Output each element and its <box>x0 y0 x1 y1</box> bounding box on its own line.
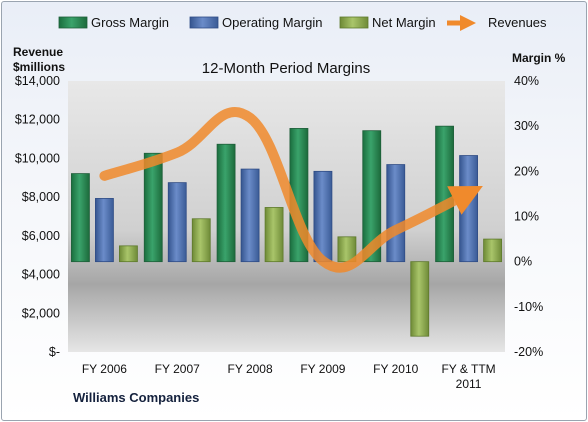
legend: Gross Margin Operating Margin Net Margin… <box>58 14 547 32</box>
left-tick-label: $10,000 <box>15 151 60 165</box>
right-axis-title: Margin % <box>512 51 566 65</box>
right-tick-label: 30% <box>514 119 539 133</box>
left-axis-title-line1: Revenue <box>13 45 63 59</box>
left-tick-label: $8,000 <box>22 190 60 204</box>
right-tick-label: 20% <box>514 164 539 178</box>
left-axis-ticks: $- $2,000 $4,000 $6,000 $8,000 $10,000 $12,000… <box>15 74 60 359</box>
legend-label-revenues: Revenues <box>488 15 547 30</box>
operating-margin-bar <box>386 164 406 263</box>
legend-swatch-gross-margin <box>58 16 88 29</box>
category-label: FY 2010 <box>373 362 418 376</box>
operating-margin-bar <box>167 182 187 263</box>
right-axis-ticks: -20% -10% 0% 10% 20% 30% 40% <box>514 74 543 359</box>
bars-layer <box>71 125 502 337</box>
legend-swatch-net-margin <box>339 16 369 29</box>
left-tick-label: $4,000 <box>22 268 60 282</box>
right-tick-label: 10% <box>514 210 539 224</box>
legend-swatch-operating-margin <box>189 16 219 29</box>
net-margin-bar <box>483 238 502 263</box>
revenues-line <box>99 107 483 273</box>
legend-label-net-margin: Net Margin <box>372 15 436 30</box>
left-tick-label: $2,000 <box>22 306 60 320</box>
left-tick-label: $14,000 <box>15 74 60 88</box>
legend-label-operating-margin: Operating Margin <box>222 15 322 30</box>
net-margin-bar <box>410 261 430 337</box>
left-tick-label: $12,000 <box>15 113 60 127</box>
right-tick-label: 40% <box>514 74 539 88</box>
left-axis-title-line2: $millions <box>13 60 65 74</box>
net-margin-bar <box>119 245 138 263</box>
gross-margin-bar <box>143 152 163 263</box>
category-label: FY 2007 <box>155 362 200 376</box>
right-tick-label: -10% <box>514 300 543 314</box>
left-tick-label: $6,000 <box>22 229 60 243</box>
category-labels: FY 2006 FY 2007 FY 2008 FY 2009 FY 2010 FY & … <box>82 362 496 391</box>
operating-margin-bar <box>459 155 478 263</box>
category-label: FY & TTM 2011 <box>441 362 495 391</box>
gross-margin-bar <box>71 173 90 263</box>
category-label: FY 2009 <box>300 362 345 376</box>
operating-margin-bar <box>240 168 260 263</box>
right-tick-label: 0% <box>514 255 532 269</box>
legend-label-gross-margin: Gross Margin <box>91 15 169 30</box>
company-name: Williams Companies <box>73 390 199 405</box>
right-tick-label: -20% <box>514 345 543 359</box>
left-tick-label: $- <box>49 345 60 359</box>
gross-margin-bar <box>435 125 454 263</box>
gross-margin-bar <box>362 130 382 263</box>
net-margin-bar <box>191 218 211 263</box>
gross-margin-bar <box>216 143 236 263</box>
revenue-line-layer <box>99 107 483 273</box>
operating-margin-bar <box>95 198 114 263</box>
chart-title: 12-Month Period Margins <box>202 60 370 77</box>
net-margin-bar <box>264 207 284 263</box>
category-label: FY 2006 <box>82 362 127 376</box>
category-label: FY 2008 <box>228 362 273 376</box>
